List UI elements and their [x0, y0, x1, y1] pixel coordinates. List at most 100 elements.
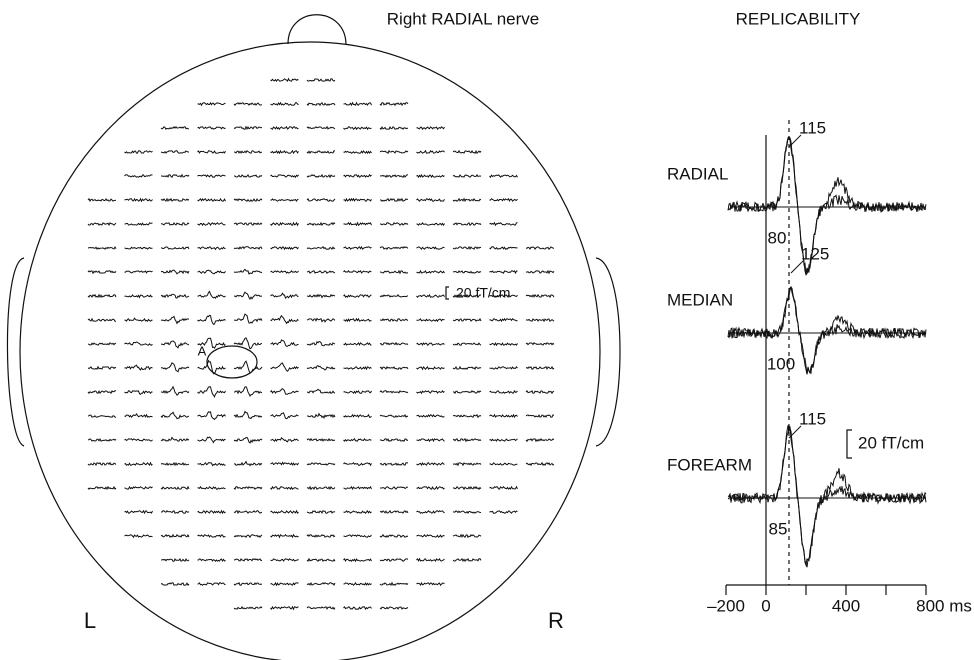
sensor-trace [490, 463, 518, 465]
sensor-trace [161, 151, 189, 153]
sensor-trace [88, 223, 116, 225]
waveform [728, 287, 926, 375]
onset-label: 85 [769, 519, 788, 538]
sensor-trace [380, 415, 408, 417]
sensor-trace [161, 199, 189, 201]
sensor-trace [344, 271, 372, 273]
sensor-trace [307, 439, 335, 441]
sensor-trace [88, 415, 116, 417]
sensor-trace [307, 366, 335, 370]
sensor-trace [198, 487, 226, 489]
sensor-trace [234, 103, 262, 105]
sensor-trace [490, 343, 518, 345]
sensor-trace [417, 223, 445, 225]
sensor-trace [380, 583, 408, 585]
x-tick-label: 0 [761, 596, 770, 615]
sensor-trace [161, 559, 189, 561]
sensor-trace [88, 487, 116, 489]
sensor-trace [125, 151, 153, 153]
sensor-trace [88, 343, 116, 345]
sensor-trace [125, 463, 153, 465]
sensor-trace [161, 223, 189, 225]
sensor-trace [271, 413, 299, 419]
sensor-trace [417, 391, 445, 393]
sensor-trace [125, 365, 153, 370]
sensor-trace [344, 583, 372, 585]
sensor-trace [234, 583, 262, 585]
sensor-trace [344, 391, 372, 393]
sensor-trace [88, 271, 116, 273]
sensor-trace [198, 315, 226, 324]
sensor-trace [161, 317, 189, 324]
sensor-trace [490, 223, 518, 225]
sensor-trace [380, 463, 408, 465]
sensor-trace [125, 439, 153, 441]
sensor-trace [234, 175, 262, 177]
sensor-trace [125, 535, 153, 537]
scale-label: 20 fT/cm [456, 285, 510, 301]
right-label: R [548, 608, 564, 633]
sensor-trace [453, 175, 481, 177]
sensor-trace [161, 463, 189, 465]
sensor-trace [307, 511, 335, 513]
x-tick-label: 800 ms [916, 596, 972, 615]
sensor-trace [307, 103, 335, 105]
sensor-trace [380, 175, 408, 177]
sensor-trace [344, 535, 372, 537]
sensor-trace [198, 103, 226, 105]
sensor-trace [198, 511, 226, 513]
sensor-trace [417, 439, 445, 441]
sensor-trace [417, 343, 445, 345]
sensor-trace [234, 462, 262, 466]
sensor-trace [198, 223, 226, 225]
sensor-trace [526, 391, 554, 393]
sensor-trace [307, 151, 335, 153]
onset-label: 100 [767, 354, 795, 373]
sensor-trace [417, 199, 445, 201]
sensor-trace [88, 247, 116, 249]
sensor-trace [125, 295, 153, 297]
scale-bar [446, 287, 449, 299]
sensor-trace [198, 559, 226, 561]
condition-label: RADIAL [667, 164, 728, 183]
x-tick-label: 400 [832, 596, 860, 615]
sensor-trace [234, 487, 262, 489]
sensor-trace [271, 487, 299, 489]
condition-label: FOREARM [667, 455, 752, 474]
sensor-trace [344, 199, 372, 201]
sensor-trace [344, 151, 372, 153]
sensor-trace [198, 270, 226, 274]
sensor-trace [125, 271, 153, 273]
sensor-trace [271, 340, 299, 346]
sensor-trace [526, 295, 554, 297]
sensor-trace [380, 103, 408, 105]
sensor-trace [271, 199, 299, 201]
sensor-trace [417, 319, 445, 321]
sensor-trace [453, 199, 481, 201]
sensor-trace [125, 342, 153, 345]
sensor-trace [161, 175, 189, 177]
sensor-trace [490, 439, 518, 441]
sensor-trace [307, 175, 335, 177]
condition-label: MEDIAN [667, 290, 733, 309]
sensor-trace [453, 247, 481, 249]
peak-label: 115 [799, 409, 826, 428]
sensor-trace [417, 271, 445, 273]
sensor-trace [453, 559, 481, 561]
sensor-trace [161, 127, 189, 129]
head-title: Right RADIAL nerve [387, 9, 539, 28]
sensor-trace [526, 415, 554, 417]
sensor-trace [125, 247, 153, 249]
sensor-trace [490, 319, 518, 321]
sensor-trace [307, 199, 335, 201]
sensor-trace [234, 338, 262, 349]
sensor-trace [344, 559, 372, 561]
sensor-trace [344, 343, 372, 345]
sensor-trace [125, 223, 153, 225]
sensor-trace [271, 151, 299, 153]
sensor-trace [125, 511, 153, 513]
head [20, 42, 600, 660]
sensor-trace [307, 463, 335, 465]
sensor-trace [380, 343, 408, 345]
sensor-trace [417, 415, 445, 417]
